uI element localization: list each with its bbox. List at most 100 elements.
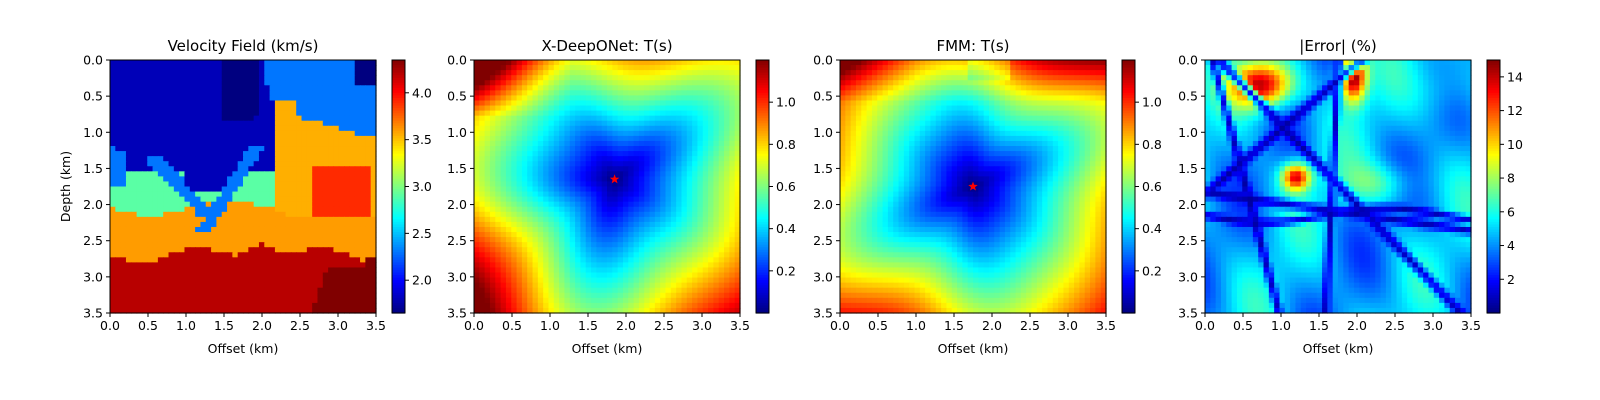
heatmap-cell [216, 120, 223, 127]
heatmap-cell [131, 277, 138, 284]
heatmap-cell [516, 80, 523, 86]
heatmap-cell [253, 181, 260, 188]
heatmap-cell [184, 226, 191, 233]
heatmap-cell [328, 90, 335, 97]
heatmap-cell [258, 247, 265, 253]
heatmap-cell [274, 267, 281, 274]
heatmap-cell [338, 90, 345, 97]
heatmap-cell [532, 65, 539, 71]
heatmap-cell [189, 252, 196, 258]
heatmap-cell [569, 221, 576, 228]
heatmap-cell [548, 120, 555, 127]
heatmap-cell [253, 130, 260, 137]
heatmap-cell [628, 262, 635, 269]
heatmap-cell [585, 171, 592, 177]
heatmap-cell [269, 211, 276, 218]
heatmap-cell [734, 140, 741, 147]
heatmap-cell [474, 277, 480, 284]
heatmap-cell [285, 272, 292, 279]
heatmap-cell [370, 125, 377, 132]
heatmap-cell [232, 221, 239, 228]
heatmap-cell [638, 70, 645, 76]
heatmap-cell [312, 156, 319, 162]
heatmap-cell [131, 65, 138, 71]
heatmap-cell [253, 307, 260, 314]
heatmap-cell [205, 302, 212, 309]
heatmap-cell [660, 201, 667, 208]
heatmap-cell [617, 105, 624, 112]
heatmap-cell [633, 105, 640, 112]
heatmap-cell [131, 196, 138, 203]
heatmap-cell [274, 237, 281, 243]
heatmap-cell [189, 85, 196, 91]
heatmap-cell [708, 191, 714, 198]
heatmap-cell [686, 161, 693, 167]
heatmap-cell [489, 115, 496, 122]
heatmap-cell [179, 161, 186, 167]
heatmap-cell [564, 181, 571, 188]
heatmap-cell [147, 161, 154, 167]
heatmap-cell [195, 216, 202, 223]
heatmap-cell [349, 196, 356, 203]
heatmap-cell [125, 60, 132, 66]
heatmap-cell [548, 206, 555, 213]
heatmap-cell [559, 146, 566, 152]
heatmap-cell [237, 60, 244, 66]
heatmap-cell [232, 302, 239, 309]
heatmap-cell [734, 181, 741, 188]
heatmap-cell [322, 110, 329, 117]
heatmap-cell [686, 125, 693, 132]
heatmap-cell [505, 211, 512, 218]
heatmap-cell [495, 130, 502, 137]
heatmap-cell [548, 252, 555, 258]
heatmap-cell [136, 85, 143, 91]
heatmap-cell [633, 120, 640, 127]
heatmap-cell [365, 247, 372, 253]
heatmap-cell [495, 65, 502, 71]
heatmap-cell [633, 282, 640, 289]
heatmap-cell [729, 140, 736, 147]
heatmap-cell [349, 115, 356, 122]
heatmap-cell [543, 232, 550, 238]
heatmap-cell [243, 120, 249, 127]
colorbar-tick-label: 2.5 [412, 226, 432, 241]
heatmap-cell [349, 201, 356, 208]
heatmap-cell [152, 262, 159, 269]
heatmap-cell [692, 181, 699, 188]
heatmap-cell [580, 130, 587, 137]
heatmap-cell [157, 297, 164, 304]
heatmap-cell [617, 176, 624, 183]
heatmap-cell [521, 262, 528, 269]
heatmap-cell [511, 171, 518, 177]
heatmap-cell [564, 171, 571, 177]
heatmap-cell [115, 60, 122, 66]
heatmap-cell [729, 186, 736, 193]
heatmap-cell [617, 292, 624, 299]
heatmap-cell [243, 242, 249, 248]
heatmap-cell [559, 156, 566, 162]
heatmap-cell [569, 105, 576, 112]
heatmap-cell [511, 272, 518, 279]
heatmap-cell [370, 226, 377, 233]
heatmap-cell [474, 85, 480, 91]
heatmap-cell [349, 95, 356, 102]
heatmap-cell [527, 151, 534, 157]
heatmap-cell [474, 206, 480, 213]
heatmap-cell [216, 135, 223, 142]
heatmap-cell [724, 267, 730, 274]
heatmap-cell [734, 196, 741, 203]
heatmap-cell [607, 110, 613, 117]
heatmap-cell [163, 206, 170, 213]
heatmap-cell [147, 156, 154, 162]
heatmap-cell [543, 201, 550, 208]
heatmap-cell [521, 171, 528, 177]
heatmap-cell [290, 60, 297, 66]
heatmap-cell [131, 151, 138, 157]
heatmap-cell [237, 267, 244, 274]
heatmap-cell [322, 307, 329, 314]
heatmap-cell [205, 186, 212, 193]
heatmap-cell [543, 156, 550, 162]
heatmap-cell [152, 75, 159, 81]
heatmap-cell [511, 65, 518, 71]
heatmap-cell [612, 216, 619, 223]
